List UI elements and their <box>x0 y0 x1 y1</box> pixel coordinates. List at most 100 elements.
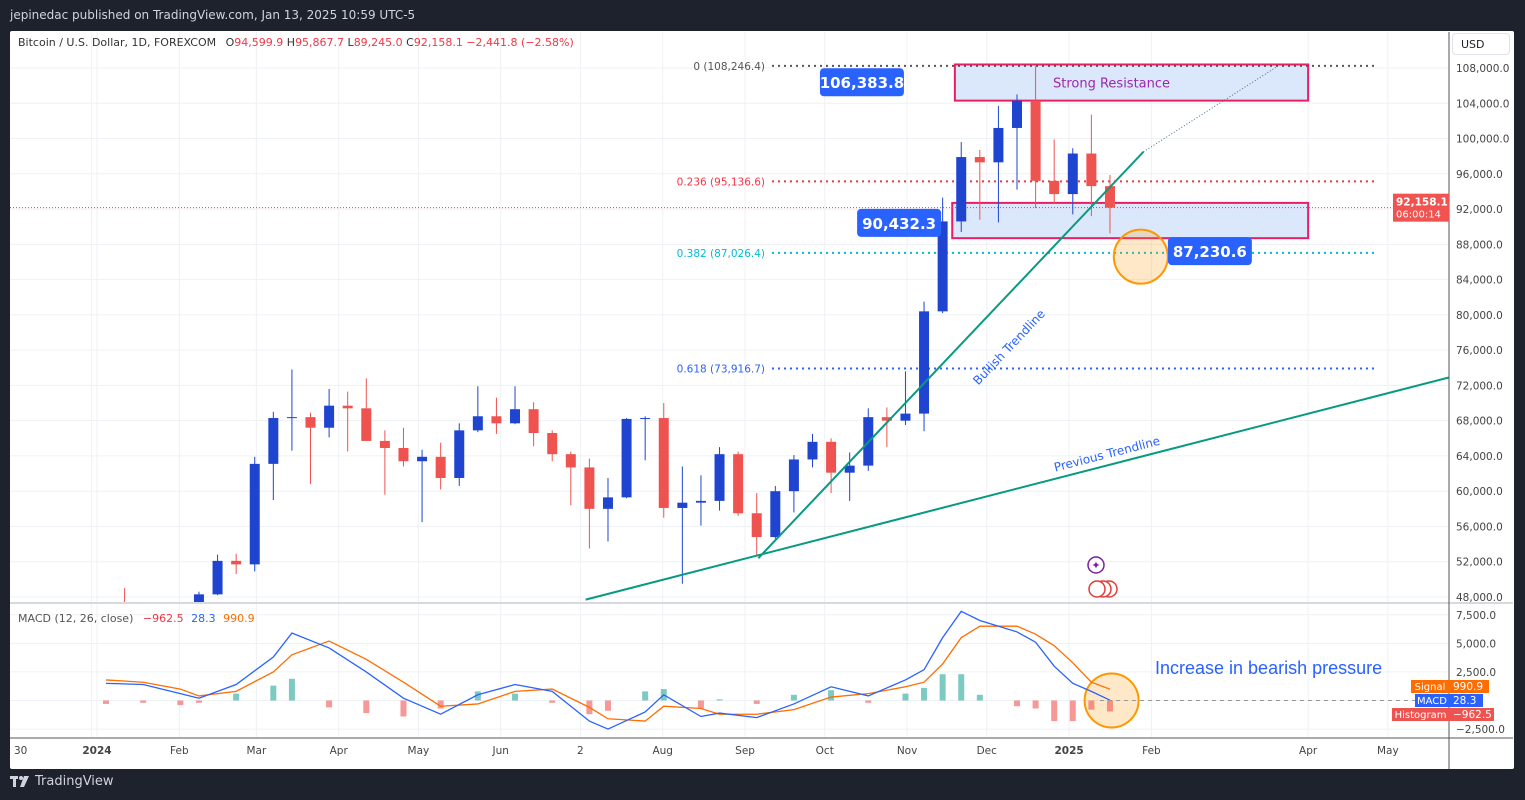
macd-histogram-bar <box>697 700 704 709</box>
macd-histogram-bar <box>288 678 295 701</box>
candle-body <box>305 417 316 428</box>
macd-title: MACD (12, 26, close) <box>18 612 134 625</box>
candle-body <box>974 157 985 163</box>
macd-pane: Increase in bearish pressure <box>103 610 1449 730</box>
candle-body <box>157 650 167 654</box>
candle-body <box>193 594 204 602</box>
time-axis-label: 2024 <box>82 745 111 757</box>
candle-body <box>677 502 688 508</box>
open-value: 94,599.9 <box>234 36 284 49</box>
low-value: 89,245.0 <box>353 36 403 49</box>
time-axis-label: Nov <box>897 745 918 757</box>
price-axis-tick: 96,000.0 <box>1456 169 1503 181</box>
price-axis-tick: 76,000.0 <box>1456 345 1503 357</box>
event-star-icon <box>1087 556 1105 574</box>
macd-histogram-bar <box>103 700 109 704</box>
macd-tag-value-box <box>1449 708 1494 721</box>
time-axis-label: May <box>1377 745 1399 757</box>
macd-tag-value-box <box>1449 680 1489 693</box>
last-price-value: 92,158.1 <box>1396 197 1448 209</box>
price-tag-text: 90,432.3 <box>862 215 936 233</box>
macd-line-value: 28.3 <box>191 612 216 625</box>
candle-body <box>379 440 390 448</box>
macd-histogram-bar <box>549 700 556 703</box>
high-label: H <box>286 36 296 49</box>
macd-line <box>105 610 1111 730</box>
time-axis-label: 30 <box>14 745 27 757</box>
macd-histogram-bar <box>976 694 983 701</box>
candle-body <box>1086 153 1097 187</box>
macd-tag-label-box <box>1415 694 1449 707</box>
candle-body <box>342 405 353 409</box>
price-axis-tick: 84,000.0 <box>1456 275 1503 287</box>
time-axis-label: Apr <box>1299 745 1318 757</box>
macd-tag-value: 990.9 <box>1453 681 1483 693</box>
fib-level-label: 0 (108,246.4) <box>693 61 765 73</box>
candle-body <box>175 645 185 650</box>
candle-body <box>528 409 539 434</box>
zone-box <box>951 201 1310 240</box>
macd-tag-value-box <box>1449 694 1483 707</box>
candle-body <box>565 454 576 468</box>
symbol-legend: Bitcoin / U.S. Dollar, 1D, FOREXCOM O94,… <box>18 36 574 49</box>
macd-histogram-bar <box>1088 700 1095 710</box>
macd-histogram-bar <box>140 700 147 703</box>
candle-body <box>826 441 837 473</box>
candle-body <box>361 408 372 441</box>
price-axis-tick: 60,000.0 <box>1456 486 1503 498</box>
candle-body <box>807 441 818 460</box>
price-axis-tick: 80,000.0 <box>1456 310 1503 322</box>
close-label: C <box>406 36 414 49</box>
price-tag-box <box>857 208 942 237</box>
price-tag-box <box>819 68 904 97</box>
price-tag-box <box>1167 237 1252 266</box>
currency-button[interactable]: USD <box>1452 33 1510 55</box>
price-tag-text: 106,383.8 <box>820 74 904 92</box>
candle-body <box>472 416 483 431</box>
highlight-circle <box>1112 228 1169 285</box>
price-axis-tick: 72,000.0 <box>1456 380 1503 392</box>
macd-histogram-bar <box>400 700 407 717</box>
time-axis-label: Feb <box>1142 745 1161 757</box>
macd-tag-value: 28.3 <box>1453 695 1476 707</box>
candle-body <box>454 430 465 478</box>
fib-level-label: 0.236 (95,136.6) <box>677 176 765 188</box>
time-axis-label: Feb <box>170 745 189 757</box>
candle-body <box>714 454 725 501</box>
price-axis-tick: 100,000.0 <box>1456 134 1509 146</box>
price-axis-tick: 48,000.0 <box>1456 592 1503 604</box>
candle-body <box>398 447 409 462</box>
close-value: 92,158.1 <box>413 36 463 49</box>
trendline <box>585 376 1449 601</box>
publish-info: jepinedac published on TradingView.com, … <box>10 8 416 22</box>
candle-body <box>584 467 595 509</box>
fib-level-label: 0.382 (87,026.4) <box>677 248 765 260</box>
candle-body <box>751 513 762 538</box>
candle-body <box>881 417 892 421</box>
candle-body <box>640 418 651 420</box>
candle-body <box>138 653 148 654</box>
grid <box>10 32 1449 737</box>
last-price-tag <box>1393 193 1449 222</box>
candle-body <box>435 456 446 478</box>
candle-body <box>510 409 521 424</box>
tradingview-logo-icon <box>10 775 29 787</box>
macd-histogram-value: −962.5 <box>142 612 184 625</box>
macd-axis-tick: 2,500.0 <box>1456 667 1496 679</box>
axes: 108,000.0 104,000.0 100,000.0 96,000.0 92,00… <box>10 32 1513 769</box>
macd-tag-label: Signal <box>1415 682 1446 693</box>
event-star-icon-glyph: ✦ <box>1091 559 1100 572</box>
time-axis-label: Dec <box>977 745 998 757</box>
candle-body <box>956 157 967 222</box>
macd-histogram-bar <box>828 690 835 701</box>
macd-histogram-bar <box>177 700 184 706</box>
macd-histogram-bar <box>1069 700 1076 722</box>
candle-body <box>212 560 223 595</box>
candle-body <box>286 417 297 419</box>
low-label: L <box>347 36 354 49</box>
candle-body <box>844 465 855 473</box>
macd-histogram-bar <box>233 693 240 701</box>
bearish-pressure-annotation: Increase in bearish pressure <box>1155 658 1382 678</box>
price-axis-tick: 88,000.0 <box>1456 239 1503 251</box>
